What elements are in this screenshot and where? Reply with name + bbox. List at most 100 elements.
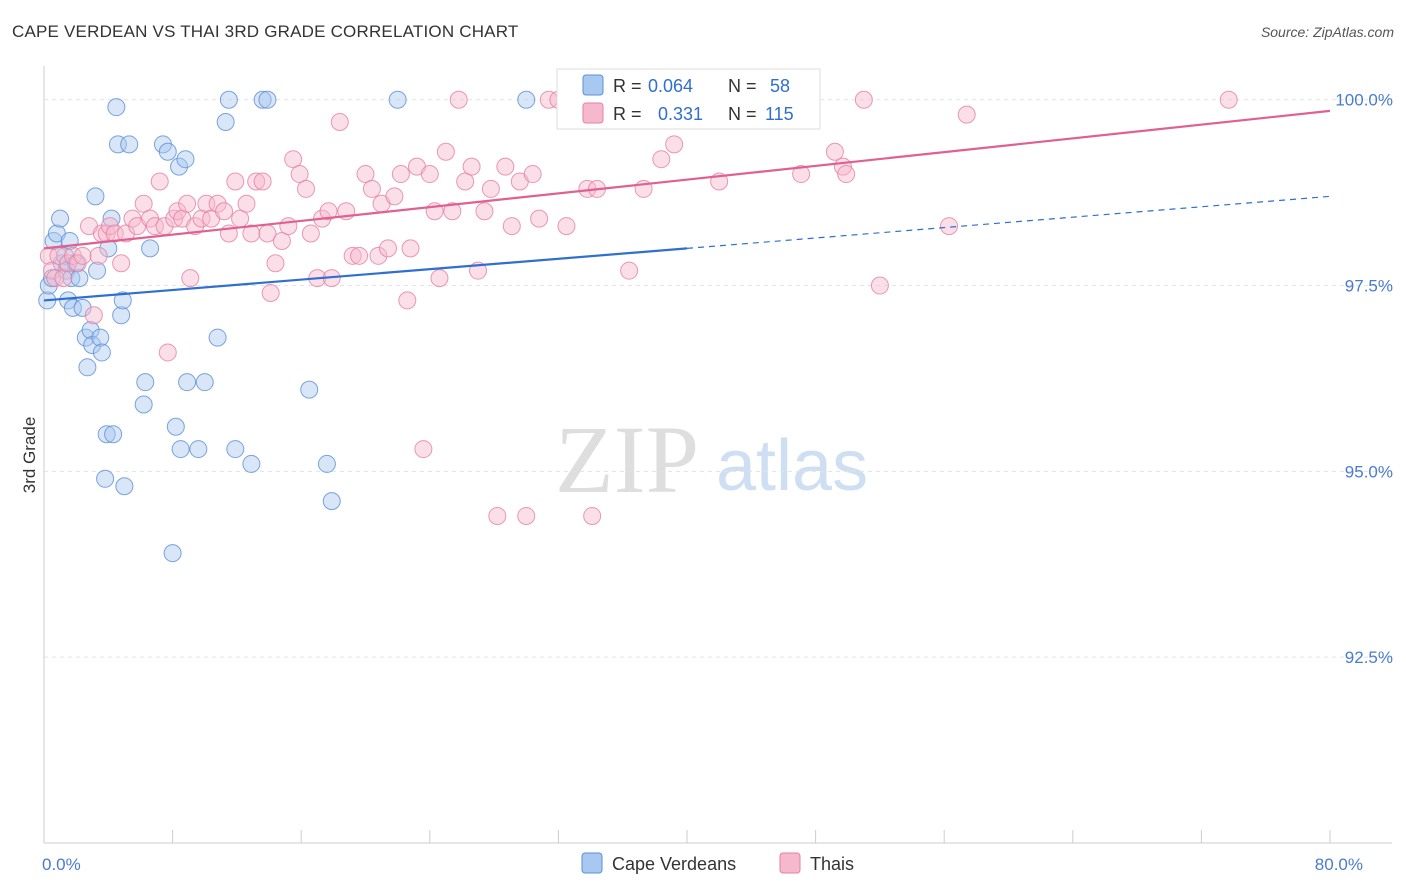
- thai-point: [362, 179, 381, 198]
- thai-point: [620, 261, 639, 280]
- cape-verdean-point: [107, 98, 126, 117]
- legend-swatch-thais: [779, 852, 801, 874]
- thai-point: [89, 246, 108, 265]
- thai-point: [192, 209, 211, 228]
- series-legend: Cape Verdeans Thais: [581, 852, 854, 874]
- cape-verdean-point: [120, 135, 139, 154]
- stats-legend: R = 0.064 N = 58 R = 0.331 N = 115: [556, 68, 821, 130]
- thai-point: [665, 135, 684, 154]
- thai-point: [530, 209, 549, 228]
- thai-point: [652, 150, 671, 169]
- thai-point: [290, 165, 309, 184]
- cape-verdean-point: [88, 261, 107, 280]
- legend-r-label-2: R =: [613, 104, 642, 124]
- thai-point: [369, 246, 388, 265]
- cape-verdean-point: [92, 343, 111, 362]
- watermark-zip: ZIP: [555, 406, 699, 513]
- cape-verdean-point: [91, 328, 110, 347]
- cape-verdean-point: [226, 440, 245, 459]
- thai-point: [420, 165, 439, 184]
- thai-point: [792, 165, 811, 184]
- thai-point: [208, 194, 227, 213]
- cape-verdean-point: [388, 90, 407, 109]
- thai-point: [253, 172, 272, 191]
- cape-verdean-point: [86, 187, 105, 206]
- thai-point: [462, 157, 481, 176]
- thai-point: [398, 291, 417, 310]
- thai-point: [178, 194, 197, 213]
- thai-point: [266, 254, 285, 273]
- thai-point: [242, 224, 261, 243]
- cape-verdean-point: [70, 269, 89, 288]
- legend-swatch-blue: [582, 74, 604, 96]
- thai-point: [436, 142, 455, 161]
- thai-point: [343, 246, 362, 265]
- cape-verdean-point: [134, 395, 153, 414]
- y-tick-label: 92.5%: [1345, 648, 1393, 667]
- cape-verdean-point: [115, 477, 134, 496]
- y-tick-label: 97.5%: [1345, 277, 1393, 296]
- cape-verdean-point: [99, 239, 118, 258]
- thai-point: [297, 179, 316, 198]
- thai-point: [186, 217, 205, 236]
- cape-verdean-point: [253, 90, 272, 109]
- cape-verdean-point: [322, 492, 341, 511]
- thai-point: [583, 506, 602, 525]
- thai-point: [73, 246, 92, 265]
- legend-r-value-2: 0.331: [658, 104, 703, 124]
- cape-verdean-point: [258, 90, 277, 109]
- cape-verdean-point: [51, 209, 70, 228]
- thai-point: [215, 202, 234, 221]
- thai-point: [957, 105, 976, 124]
- cape-verdean-point: [73, 298, 92, 317]
- cape-verdean-point: [81, 321, 100, 340]
- thai-point: [84, 306, 103, 325]
- thai-point: [284, 150, 303, 169]
- y-tick-label: 95.0%: [1345, 462, 1393, 481]
- legend-n-label-1: N =: [728, 76, 757, 96]
- cape-verdean-point: [166, 417, 185, 436]
- thai-point: [356, 165, 375, 184]
- cape-verdean-point: [96, 469, 115, 488]
- thai-point: [261, 283, 280, 302]
- legend-n-label-2: N =: [728, 104, 757, 124]
- thai-point: [391, 165, 410, 184]
- x-tick-label: 0.0%: [42, 855, 81, 874]
- thai-point: [523, 165, 542, 184]
- thai-point: [401, 239, 420, 258]
- thai-point: [481, 179, 500, 198]
- cape-verdean-point: [208, 328, 227, 347]
- thai-point: [475, 202, 494, 221]
- thai-point: [430, 269, 449, 288]
- legend-r-label-1: R =: [613, 76, 642, 96]
- legend-r-value-1: 0.064: [648, 76, 693, 96]
- thai-point: [145, 217, 164, 236]
- cape-verdean-point: [97, 425, 116, 444]
- cape-verdean-point: [63, 298, 82, 317]
- thai-trendline: [43, 109, 1331, 250]
- thai-point: [301, 224, 320, 243]
- cape-verdean-point: [317, 454, 336, 473]
- thai-point: [181, 269, 200, 288]
- thai-point: [350, 246, 369, 265]
- thai-point: [940, 217, 959, 236]
- series-cape-verdeans: [38, 90, 536, 563]
- cape-verdean-point: [171, 440, 190, 459]
- cape-verdean-point: [163, 544, 182, 563]
- thai-point: [837, 165, 856, 184]
- chart-title: CAPE VERDEAN VS THAI 3RD GRADE CORRELATI…: [12, 22, 519, 41]
- thai-point: [443, 202, 462, 221]
- cape-verdean-point: [136, 373, 155, 392]
- thai-point: [449, 90, 468, 109]
- thai-point: [330, 113, 349, 132]
- thai-point: [279, 217, 298, 236]
- cape-verdean-trendline-extension: [686, 195, 1331, 249]
- watermark-atlas: atlas: [716, 426, 868, 506]
- thai-point: [414, 440, 433, 459]
- thai-point: [237, 194, 256, 213]
- x-tick-label: 80.0%: [1315, 855, 1363, 874]
- thai-point: [1219, 90, 1238, 109]
- cape-verdean-point: [242, 454, 261, 473]
- thai-point: [502, 217, 521, 236]
- cape-verdean-point: [176, 150, 195, 169]
